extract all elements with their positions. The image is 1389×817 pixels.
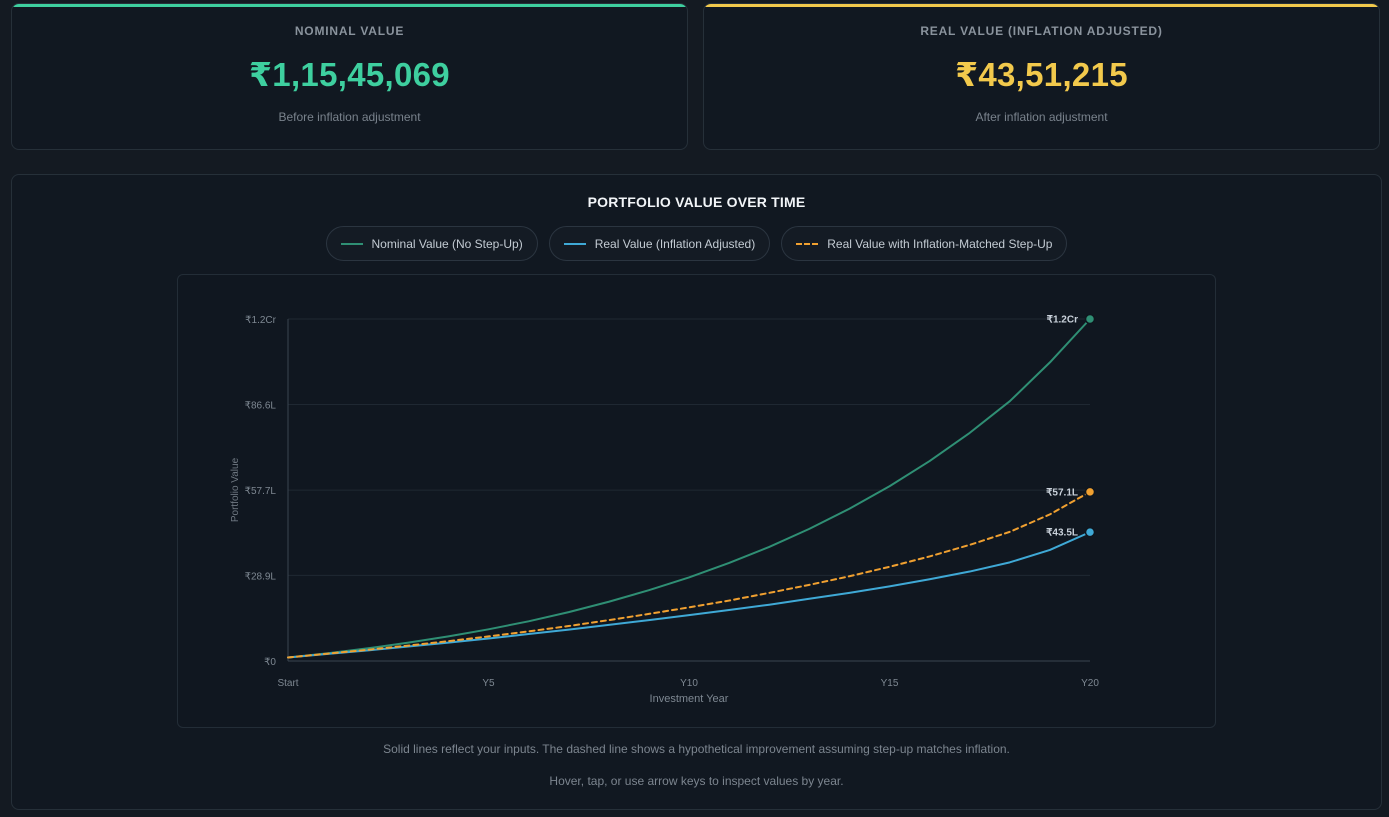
legend-swatch-stepup [796, 242, 819, 245]
x-tick-label: Start [277, 678, 298, 689]
chart-legend: Nominal Value (No Step-Up) Real Value (I… [12, 226, 1381, 261]
nominal-value-amount: ₹1,15,45,069 [249, 56, 450, 93]
legend-item-nominal[interactable]: Nominal Value (No Step-Up) [325, 226, 538, 261]
legend-label-real: Real Value (Inflation Adjusted) [594, 236, 756, 251]
real-accent-bar [704, 4, 1379, 7]
legend-item-stepup[interactable]: Real Value with Inflation-Matched Step-U… [781, 226, 1068, 261]
chart-footnote: Solid lines reflect your inputs. The das… [383, 742, 1010, 756]
y-axis-title: Portfolio Value [230, 457, 241, 522]
nominal-value-caption: Before inflation adjustment [278, 110, 421, 124]
chart-plot-area[interactable]: ₹0 ₹28.9L ₹57.7L ₹86.6L ₹1.2Cr Start Y5 Y10 Y15 Y… [177, 274, 1216, 728]
real-value-label: REAL VALUE (INFLATION ADJUSTED) [920, 24, 1163, 38]
end-point-nominal [1084, 313, 1096, 325]
x-tick-label: Y15 [881, 678, 899, 689]
legend-swatch-real [563, 242, 586, 245]
x-axis-title: Investment Year [650, 693, 729, 705]
y-tick-label: ₹28.9L [245, 571, 277, 582]
portfolio-chart-card: PORTFOLIO VALUE OVER TIME Nominal Value … [11, 174, 1382, 810]
y-tick-label: ₹57.7L [245, 486, 277, 497]
x-tick-label: Y10 [680, 678, 698, 689]
legend-label-nominal: Nominal Value (No Step-Up) [371, 236, 523, 251]
legend-swatch-nominal [340, 242, 363, 245]
series-line-stepup [287, 490, 1091, 659]
chart-title: PORTFOLIO VALUE OVER TIME [587, 194, 806, 210]
y-tick-label: ₹86.6L [245, 400, 277, 411]
end-label-real: ₹43.5L [1046, 528, 1078, 539]
y-tick-label: ₹0 [264, 657, 276, 668]
end-label-nominal: ₹1.2Cr [1047, 315, 1078, 326]
real-value-card: REAL VALUE (INFLATION ADJUSTED) ₹43,51,2… [703, 3, 1380, 150]
chart-hint: Hover, tap, or use arrow keys to inspect… [549, 774, 844, 788]
real-value-amount: ₹43,51,215 [955, 56, 1128, 93]
nominal-value-label: NOMINAL VALUE [294, 24, 405, 38]
portfolio-line-chart[interactable]: ₹0 ₹28.9L ₹57.7L ₹86.6L ₹1.2Cr Start Y5 Y10 Y15 Y… [178, 275, 1217, 729]
x-tick-label: Y20 [1081, 678, 1099, 689]
nominal-value-card: NOMINAL VALUE ₹1,15,45,069 Before inflat… [11, 3, 688, 150]
nominal-accent-bar [12, 4, 687, 7]
end-label-stepup: ₹57.1L [1046, 487, 1078, 498]
end-point-stepup [1084, 486, 1096, 498]
end-point-real [1084, 526, 1096, 538]
legend-item-real[interactable]: Real Value (Inflation Adjusted) [548, 226, 771, 261]
x-tick-label: Y5 [482, 678, 495, 689]
series-line-nominal [287, 318, 1091, 659]
real-value-caption: After inflation adjustment [975, 110, 1108, 124]
y-tick-label: ₹1.2Cr [245, 315, 276, 326]
legend-label-stepup: Real Value with Inflation-Matched Step-U… [827, 236, 1053, 251]
series-line-real [287, 531, 1091, 659]
